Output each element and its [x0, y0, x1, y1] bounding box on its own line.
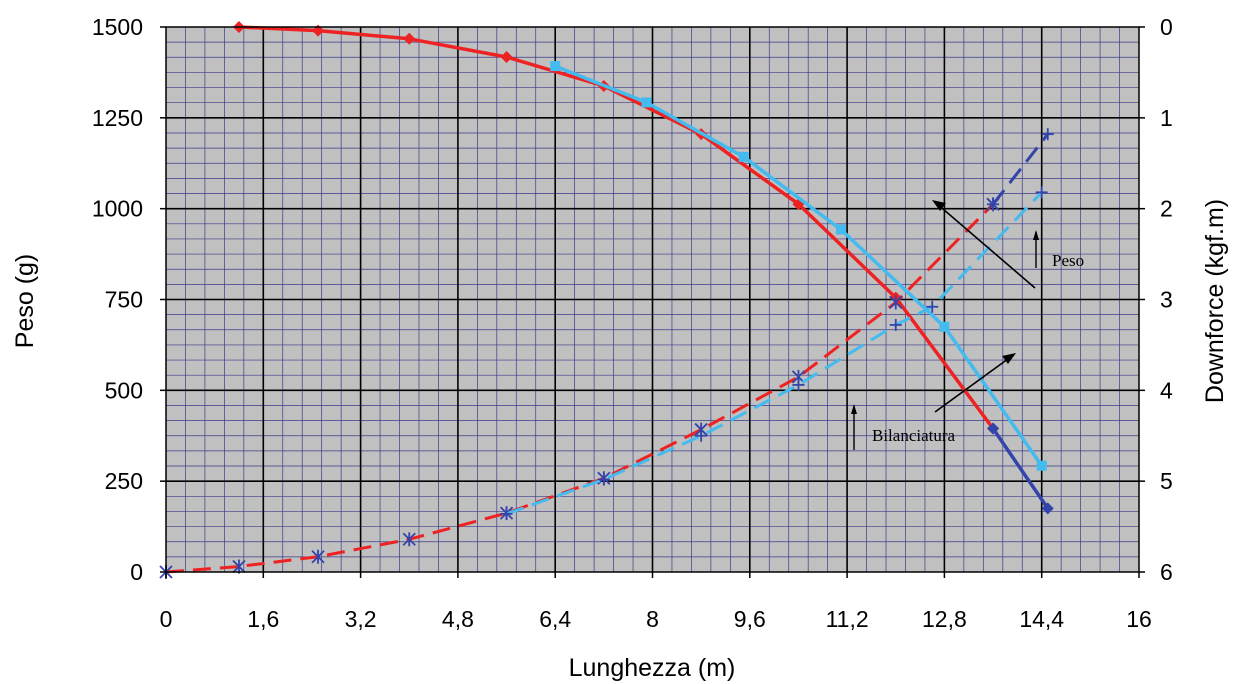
series-2 [550, 61, 1047, 471]
data-point [987, 198, 1000, 211]
data-point [232, 559, 246, 574]
data-point [500, 50, 513, 63]
x-tick-label: 6,4 [539, 606, 571, 632]
data-point [738, 151, 749, 162]
x-tick-label: 1,6 [247, 606, 279, 632]
data-point [987, 422, 1000, 435]
x-axis-tick-labels: 0 1,6 3,2 4,8 6,4 8 9,6 11,2 12,8 14,4 16 [160, 606, 1152, 632]
data-point [402, 532, 416, 547]
y-tick-label: 750 [105, 287, 143, 313]
y2-axis-title: Downforce (kgf.m) [1201, 199, 1229, 403]
x-tick-label: 4,8 [442, 606, 474, 632]
x-tick-label: 11,2 [826, 606, 869, 632]
annotation-peso: Peso [1052, 251, 1084, 270]
data-point [836, 224, 847, 235]
data-point [1035, 186, 1048, 199]
data-point [403, 32, 416, 45]
data-point [1041, 502, 1054, 515]
arrow-head-peso-up [1033, 230, 1039, 240]
data-point [889, 318, 902, 331]
data-point [889, 295, 903, 310]
y2-axis-tick-labels: 6 5 4 3 2 1 0 [1160, 14, 1173, 585]
series-layer [159, 21, 1054, 579]
y2-tick-label: 4 [1160, 377, 1173, 403]
x-tick-label: 16 [1126, 606, 1152, 632]
y2-tick-label: 6 [1160, 559, 1173, 585]
annotation-layer: Peso Bilanciatura [851, 200, 1084, 450]
arrow-head-bilanciatura-curve [1002, 353, 1016, 364]
arrow-to-bilanciatura-curve [934, 355, 1013, 413]
series-5-line [991, 133, 1049, 206]
series-4 [500, 186, 1048, 520]
data-point [939, 321, 950, 332]
data-point [926, 300, 939, 313]
y2-tick-label: 2 [1160, 196, 1173, 222]
data-point [1041, 128, 1054, 141]
series-3-line [165, 203, 995, 574]
data-point [311, 549, 325, 564]
series-1-line [991, 427, 1050, 510]
y2-tick-label: 5 [1160, 468, 1173, 494]
arrow-head-bilanciatura-up [851, 404, 857, 414]
arrow-head-peso-curve [932, 200, 946, 211]
data-point [695, 429, 708, 442]
annotation-bilanciatura: Bilanciatura [872, 426, 956, 445]
y-tick-label: 0 [130, 559, 143, 585]
data-point [500, 507, 513, 520]
axes [160, 26, 1145, 578]
series-1 [987, 422, 1054, 515]
x-tick-label: 8 [646, 606, 659, 632]
data-point [792, 378, 805, 391]
major-grid [166, 27, 1139, 572]
y-tick-label: 1000 [92, 196, 143, 222]
x-axis-title: Lunghezza (m) [569, 654, 736, 682]
y-axis-tick-labels: 0 250 500 750 1000 1250 1500 [92, 14, 143, 585]
y-tick-label: 250 [105, 468, 143, 494]
data-point [550, 61, 561, 72]
y-tick-label: 500 [105, 377, 143, 403]
data-point [1036, 460, 1047, 471]
arrow-to-peso-curve [935, 202, 1036, 289]
data-point [597, 473, 610, 486]
series-5 [987, 128, 1054, 211]
x-tick-label: 9,6 [734, 606, 766, 632]
y-tick-label: 1250 [92, 105, 143, 131]
series-2-line [554, 64, 1044, 467]
y2-tick-label: 1 [1160, 105, 1173, 131]
x-tick-label: 3,2 [345, 606, 377, 632]
x-tick-label: 0 [160, 606, 173, 632]
x-tick-label: 12,8 [922, 606, 967, 632]
y-tick-label: 1500 [92, 14, 143, 40]
data-point [641, 97, 652, 108]
y-axis-title: Peso (g) [11, 254, 39, 348]
x-tick-label: 14,4 [1019, 606, 1064, 632]
y2-tick-label: 3 [1160, 287, 1173, 313]
y2-tick-label: 0 [1160, 14, 1173, 40]
